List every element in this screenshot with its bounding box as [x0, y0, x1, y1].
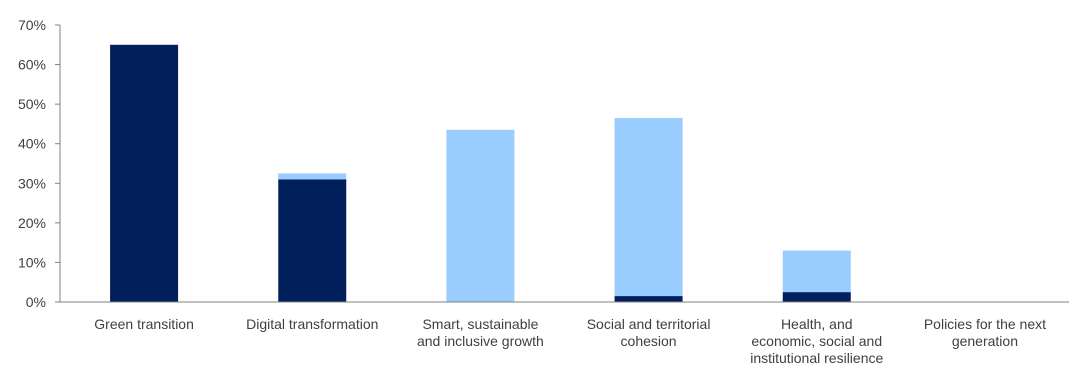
y-tick-label: 60%	[18, 57, 46, 73]
bar-segment-series-1	[614, 296, 683, 302]
y-tick-label: 50%	[18, 96, 46, 112]
bars	[110, 44, 851, 303]
bar-segment-series-2	[278, 173, 347, 180]
y-tick-label: 40%	[18, 136, 46, 152]
y-tick-label: 10%	[18, 254, 46, 270]
x-axis-labels: Green transition Digital transformation Sm…	[94, 316, 1046, 366]
x-tick-label: Social and territorial cohesion	[587, 316, 711, 349]
bar-segment-series-2	[614, 117, 683, 297]
x-tick-label: Smart, sustainable and inclusive growth	[417, 316, 544, 349]
bar-segment-series-1	[278, 179, 347, 302]
y-tick-label: 0%	[26, 294, 46, 310]
bar-segment-series-2	[782, 250, 851, 293]
x-tick-label: Policies for the next generation	[924, 316, 1046, 349]
y-tick-label: 70%	[18, 17, 46, 33]
x-tick-label: Green transition	[94, 316, 194, 332]
x-tick-label: Digital transformation	[246, 316, 378, 332]
y-tick-label: 20%	[18, 215, 46, 231]
bar-segment-series-1	[782, 292, 851, 302]
bar-segment-series-1	[110, 44, 179, 303]
x-tick-label: Health, and economic, social and instituti…	[750, 316, 883, 366]
y-axis-ticks: 0% 10% 20% 30% 40% 50% 60% 70%	[18, 17, 60, 310]
y-tick-label: 30%	[18, 175, 46, 191]
bar-segment-series-2	[446, 129, 515, 302]
